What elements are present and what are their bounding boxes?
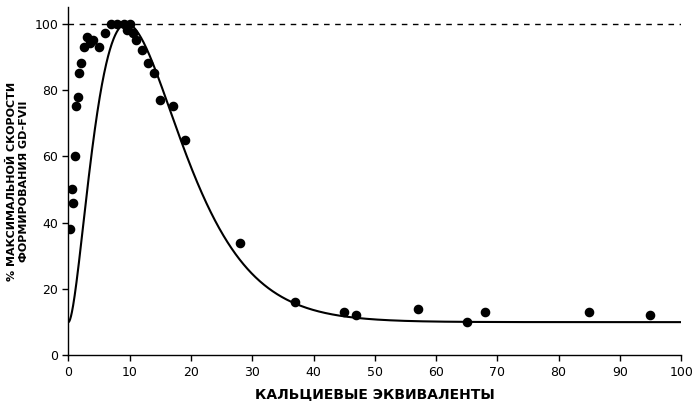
Point	[112, 20, 123, 27]
Point	[88, 37, 99, 43]
Point	[167, 103, 178, 110]
Point	[67, 200, 78, 206]
Point	[94, 44, 105, 50]
Point	[121, 27, 132, 33]
Point	[71, 103, 82, 110]
Point	[127, 30, 139, 37]
Point	[66, 186, 77, 193]
Point	[339, 309, 350, 315]
Point	[69, 153, 80, 160]
Y-axis label: % МАКСИМАЛЬНОЙ СКОРОСТИ
ФОРМИРОВАНИЯ GD-FVII: % МАКСИМАЛЬНОЙ СКОРОСТИ ФОРМИРОВАНИЯ GD-…	[7, 82, 29, 281]
Point	[584, 309, 595, 315]
Point	[351, 312, 362, 319]
Point	[84, 40, 95, 47]
Point	[290, 299, 301, 306]
Point	[461, 319, 472, 326]
Point	[75, 60, 86, 67]
Point	[64, 226, 76, 233]
Point	[130, 37, 141, 43]
Point	[645, 312, 656, 319]
X-axis label: КАЛЬЦИЕВЫЕ ЭКВИВАЛЕНТЫ: КАЛЬЦИЕВЫЕ ЭКВИВАЛЕНТЫ	[255, 387, 495, 401]
Point	[155, 97, 166, 103]
Point	[148, 70, 160, 77]
Point	[124, 20, 135, 27]
Point	[234, 239, 246, 246]
Point	[74, 70, 85, 77]
Point	[106, 20, 117, 27]
Point	[81, 33, 92, 40]
Point	[480, 309, 491, 315]
Point	[99, 30, 111, 37]
Point	[118, 20, 130, 27]
Point	[179, 136, 190, 143]
Point	[78, 44, 90, 50]
Point	[412, 306, 423, 312]
Point	[136, 47, 148, 53]
Point	[72, 93, 83, 100]
Point	[143, 60, 154, 67]
